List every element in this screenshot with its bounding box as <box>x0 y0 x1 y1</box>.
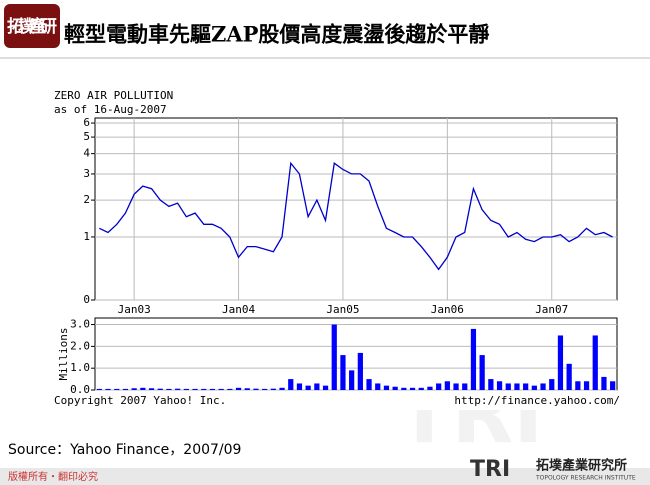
volume-bar <box>96 388 102 390</box>
y-tick-label: 3.0 <box>70 318 90 331</box>
volume-bar <box>349 370 355 390</box>
volume-bar <box>427 386 433 390</box>
volume-bar <box>540 383 546 390</box>
chart-title: ZERO AIR POLLUTION <box>54 89 173 102</box>
y-tick-label: 4 <box>83 147 90 160</box>
plot-area <box>94 317 618 391</box>
volume-bar <box>444 381 450 390</box>
volume-bar <box>549 379 555 390</box>
volume-bar <box>436 383 442 390</box>
volume-bar <box>105 388 111 390</box>
volume-bar <box>262 388 268 390</box>
logo-mark-box <box>4 4 60 48</box>
volume-bar <box>418 387 424 390</box>
volume-bar <box>296 383 303 390</box>
y-tick-label: 1 <box>83 230 90 243</box>
org-short: TRI <box>470 457 510 482</box>
volume-bar <box>505 383 511 390</box>
org-name: 拓墣產業研究所 <box>536 458 627 474</box>
volume-bar <box>401 387 407 390</box>
volume-bar <box>288 379 294 390</box>
y-tick-label: 1.0 <box>70 361 90 374</box>
plot-area <box>94 117 618 301</box>
volume-bar <box>166 388 172 390</box>
y-axis-label: Millions <box>57 328 70 381</box>
volume-bar <box>357 352 363 390</box>
volume-bar <box>601 376 607 390</box>
x-tick-label: Jan03 <box>118 303 151 316</box>
y-tick-label: 0 <box>83 293 90 306</box>
volume-bar <box>514 383 520 390</box>
volume-bar <box>314 383 320 390</box>
volume-bar <box>305 385 311 390</box>
y-tick-label: 2.0 <box>70 339 90 352</box>
volume-bar <box>592 335 598 390</box>
volume-bar <box>409 387 416 390</box>
source-url: http://finance.yahoo.com/ <box>454 394 620 407</box>
price-line <box>99 161 613 271</box>
y-tick-label: 2 <box>83 193 90 206</box>
volume-bar <box>175 388 181 390</box>
volume-bar <box>375 383 381 390</box>
volume-bar <box>610 381 616 390</box>
volume-bar <box>453 383 459 390</box>
volume-bar <box>496 381 503 390</box>
volume-bar <box>575 381 581 390</box>
volume-bar <box>479 355 485 390</box>
volume-bar <box>131 388 137 390</box>
volume-bar <box>201 388 207 390</box>
volume-bar <box>209 388 216 390</box>
y-tick-label: 6 <box>83 116 90 129</box>
org-english: TOPOLOGY RESEARCH INSTITUTE <box>535 475 636 482</box>
volume-bar <box>470 328 477 390</box>
volume-bar <box>192 388 198 390</box>
y-tick-label: 0.0 <box>70 383 90 396</box>
volume-bar <box>114 388 120 390</box>
copyright: Copyright 2007 Yahoo! Inc. <box>54 394 226 407</box>
volume-bar <box>523 383 529 390</box>
volume-bar <box>566 363 572 390</box>
volume-bar <box>331 324 337 390</box>
plots: 0 1 2 3 4 56 Jan03 Jan04 Jan05 Jan06 Jan07 0.0 1.0 2.… <box>57 116 618 396</box>
volume-bar <box>583 381 590 390</box>
volume-bar <box>366 379 372 390</box>
footer-band <box>0 468 650 485</box>
slide-title: 輕型電動車先驅ZAP股價高度震盪後趨於平靜 <box>64 22 489 47</box>
y-tick-label: 5 <box>83 130 90 143</box>
volume-bar <box>157 388 163 390</box>
volume-bar <box>557 335 564 390</box>
volume-bar <box>227 388 233 390</box>
volume-bar <box>531 385 537 390</box>
volume-bar <box>383 385 390 390</box>
volume-bar <box>392 386 398 390</box>
x-tick-label: Jan05 <box>326 303 359 316</box>
footer: 版權所有・翻印必究 <box>8 470 98 483</box>
volume-bar <box>183 388 189 390</box>
volume-bar <box>148 388 155 390</box>
volume-bar <box>279 387 285 390</box>
volume-bar <box>235 387 242 390</box>
volume-bar <box>140 387 146 390</box>
x-tick-label: Jan06 <box>431 303 464 316</box>
source-note: Source：Yahoo Finance，2007/09 <box>8 442 241 458</box>
volume-bar <box>270 388 276 390</box>
logo-mark: 拓墣產研 <box>7 16 57 37</box>
volume-bar <box>462 383 468 390</box>
volume-bar <box>122 388 129 390</box>
chart-subtitle: as of 16-Aug-2007 <box>54 103 167 116</box>
volume-bar <box>218 388 224 390</box>
volume-bar <box>244 388 250 390</box>
x-tick-label: Jan04 <box>222 303 255 316</box>
x-tick-label: Jan07 <box>535 303 568 316</box>
y-tick-label: 3 <box>83 167 90 180</box>
volume-bar <box>488 379 494 390</box>
volume-bar <box>322 385 329 390</box>
volume-bar <box>253 388 259 390</box>
volume-bar <box>340 355 346 390</box>
